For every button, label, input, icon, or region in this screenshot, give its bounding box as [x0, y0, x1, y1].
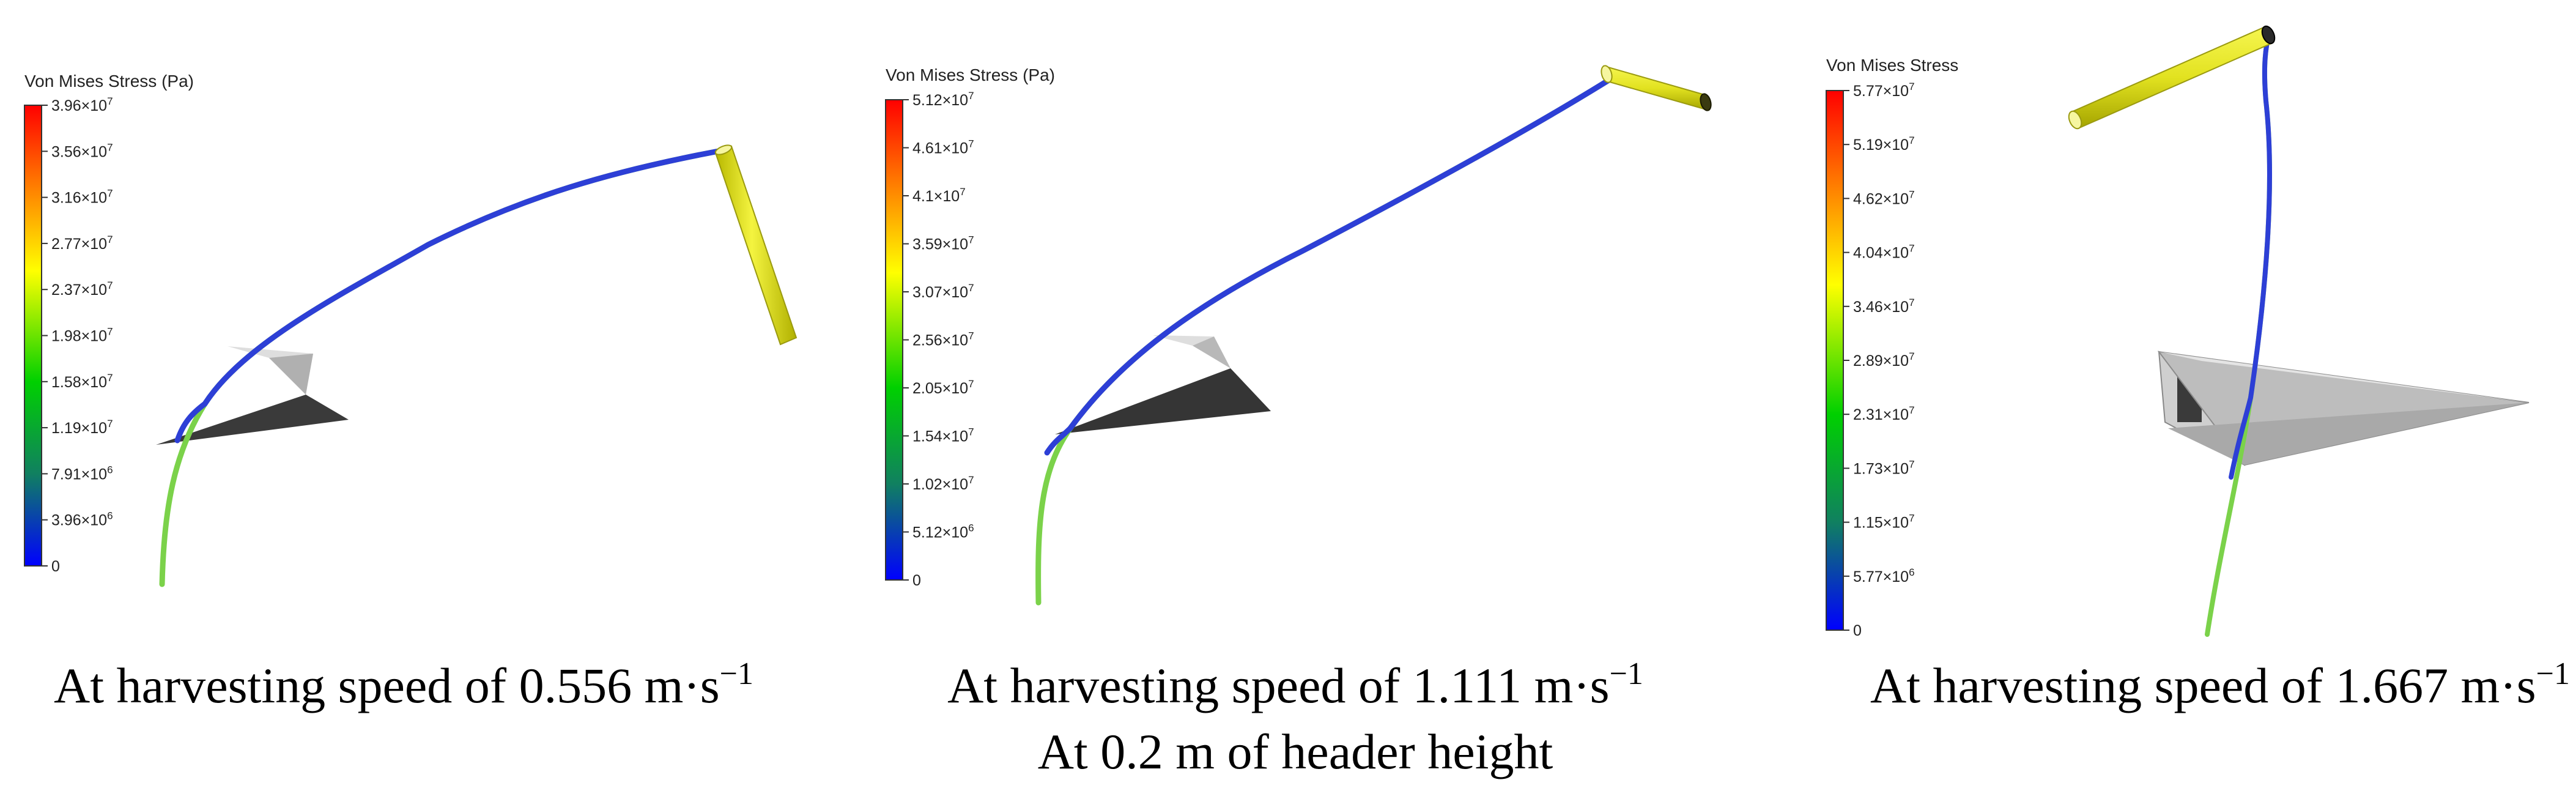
panel-3: Von Mises Stress 5.77×107 5.19×107 4.62×10… — [1826, 25, 2570, 713]
legend-tick-label: 3.46×107 — [1853, 297, 1915, 316]
legend-tick-label: 0 — [1853, 622, 1862, 639]
legend-title: Von Mises Stress — [1826, 56, 1958, 75]
legend-tick-label: 2.56×107 — [912, 330, 974, 349]
legend-tick-label: 2.37×107 — [51, 280, 113, 299]
color-scale-bar — [24, 105, 42, 567]
stalk-lower — [1035, 73, 1618, 606]
legend-tick-label: 1.19×107 — [51, 418, 113, 437]
legend-ticks: 3.96×107 3.56×107 3.16×107 2.77×107 2.37×107… — [42, 95, 113, 575]
legend-ticks: 5.77×107 5.19×107 4.62×107 4.04×107 3.46×107… — [1843, 81, 1915, 639]
knife-blade — [156, 346, 349, 445]
legend-tick-label: 2.31×107 — [1853, 404, 1915, 423]
legend-tick-label: 3.16×107 — [51, 188, 113, 207]
caption-speed-2: At harvesting speed of 1.111 m·s−1 — [947, 656, 1643, 713]
legend-tick-label: 4.1×107 — [912, 186, 966, 205]
color-scale-bar — [885, 99, 903, 581]
legend-title: Von Mises Stress (Pa) — [886, 65, 1055, 84]
legend-tick-label: 1.15×107 — [1853, 513, 1915, 532]
legend-title: Von Mises Stress (Pa) — [24, 72, 194, 91]
reel-bar — [714, 144, 798, 346]
legend-tick-label: 3.56×107 — [51, 141, 113, 160]
legend-tick-label: 1.58×107 — [51, 372, 113, 391]
legend-tick-label: 3.07×107 — [912, 282, 974, 301]
legend-tick-label: 0 — [51, 558, 60, 575]
panel-1: Von Mises Stress (Pa) 3.96×1073.56×1073.… — [24, 72, 798, 713]
legend-tick-label: 4.04×107 — [1853, 243, 1915, 262]
legend-tick-label: 4.61×107 — [912, 138, 974, 157]
legend-tick-label: 3.59×107 — [912, 234, 974, 253]
legend-tick-label: 7.91×106 — [51, 464, 113, 483]
stalk — [174, 148, 722, 444]
caption-speed-1: At harvesting speed of 0.556 m·s−1 — [54, 656, 753, 713]
legend-tick-label: 2.89×107 — [1853, 351, 1915, 370]
panel-2: Von Mises Stress (Pa) 5.12×107 4.61×107 4.… — [885, 65, 1712, 779]
legend-tick-label: 1.98×107 — [51, 326, 113, 345]
legend-tick-label: 3.96×106 — [51, 510, 113, 529]
knife-blade — [2157, 351, 2530, 466]
legend-tick-label: 5.12×106 — [912, 522, 974, 541]
caption-speed-3: At harvesting speed of 1.667 m·s−1 — [1870, 656, 2570, 713]
legend-tick-label: 3.96×107 — [51, 95, 113, 114]
legend-tick-label: 0 — [912, 572, 921, 589]
stalk-lower — [159, 148, 722, 587]
legend-tick-label: 5.12×107 — [912, 90, 974, 109]
reel-bar — [1601, 65, 1712, 111]
stalk — [2229, 31, 2272, 480]
legend-tick-label: 2.05×107 — [912, 378, 974, 397]
legend-tick-label: 4.62×107 — [1853, 188, 1915, 207]
legend-ticks: 5.12×107 4.61×107 4.1×107 3.59×107 3.07×107 2… — [903, 90, 974, 589]
legend-tick-label: 5.77×106 — [1853, 567, 1915, 585]
legend-tick-label: 1.54×107 — [912, 426, 974, 445]
stalk — [1044, 73, 1618, 456]
color-scale-bar — [1826, 90, 1844, 631]
legend-tick-label: 1.73×107 — [1853, 458, 1915, 477]
legend-tick-label: 5.77×107 — [1853, 81, 1915, 100]
reel-bar — [2068, 25, 2276, 130]
legend-tick-label: 5.19×107 — [1853, 135, 1915, 154]
caption-header-height: At 0.2 m of header height — [1038, 724, 1553, 779]
knife-blade — [1055, 335, 1271, 434]
legend-tick-label: 2.77×107 — [51, 234, 113, 253]
legend-tick-label: 1.02×107 — [912, 474, 974, 493]
